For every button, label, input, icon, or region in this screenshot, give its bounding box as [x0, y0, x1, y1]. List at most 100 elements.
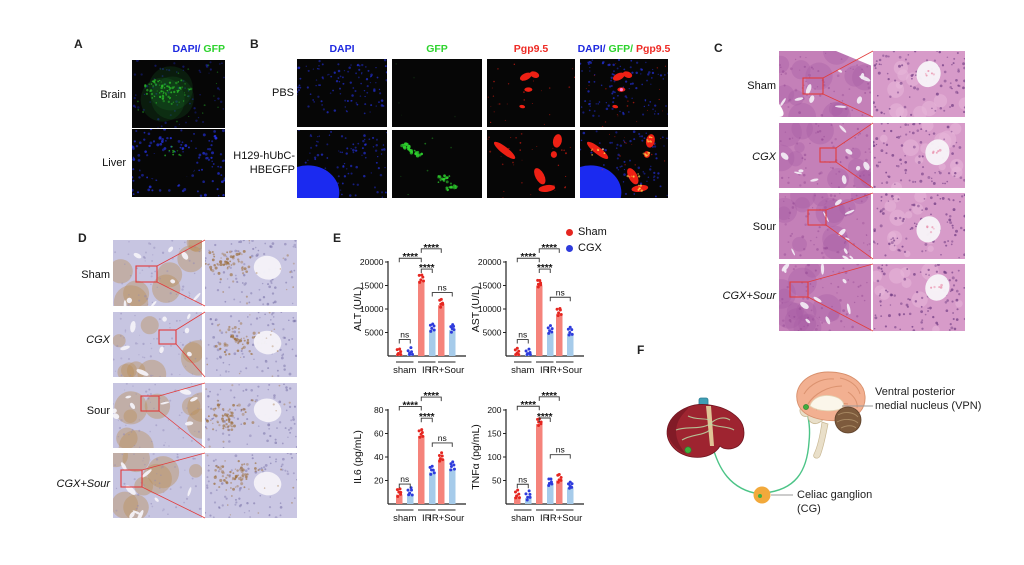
- panel-b-pbs-mergePBS-image: [580, 59, 668, 127]
- panel-b-row-pbs: PBS: [271, 87, 294, 99]
- panel-d-row-sham: Sham: [81, 269, 110, 281]
- svg-text:20: 20: [374, 476, 384, 486]
- svg-text:IR+Sour: IR+Sour: [429, 365, 464, 376]
- merge-dapi: DAPI/: [577, 43, 606, 55]
- panel-c-zoom-image-3: [873, 264, 965, 331]
- panel-c-zoom-image-1: [873, 123, 965, 188]
- panel-b-h129-dapiH129-image: [297, 130, 387, 198]
- svg-text:ns: ns: [518, 474, 527, 484]
- panel-b-pbs-dapiPBS-image: [297, 59, 387, 127]
- panel-d-overview-image-1: [113, 312, 202, 377]
- panel-b-row-h129-line1: H129-hUbC-: [233, 150, 295, 162]
- panel-c-row-sham: Sham: [747, 80, 776, 92]
- svg-text:50: 50: [492, 476, 502, 486]
- chart-svg: 5000 10000 15000 20000 AST (U/L) sham IRIR+Sou…: [470, 243, 584, 376]
- svg-text:****: ****: [541, 391, 557, 402]
- vpn-line2: medial nucleus (VPN): [875, 400, 982, 412]
- svg-text:ns: ns: [556, 287, 565, 297]
- panel-d-label: D: [78, 231, 87, 245]
- panel-a-row-liver: Liver: [102, 157, 126, 169]
- svg-text:IR: IR: [540, 513, 550, 524]
- brain-illustration: [796, 371, 866, 459]
- panel-b-header-dapi: DAPI: [329, 43, 355, 55]
- svg-text:ns: ns: [400, 474, 409, 484]
- panel-d-row-cgxsour: CGX+Sour: [56, 478, 111, 490]
- panel-b-h129-pgpH129-image: [487, 130, 575, 198]
- svg-text:ns: ns: [438, 283, 447, 293]
- svg-text:IR: IR: [540, 365, 550, 376]
- panel-b-pbs-gfpEmpty-image: [392, 59, 482, 127]
- svg-text:****: ****: [419, 263, 435, 274]
- svg-text:****: ****: [402, 252, 418, 263]
- svg-text:IR: IR: [422, 513, 432, 524]
- panel-a-header: DAPI/ GFP: [132, 43, 225, 55]
- cg-line2: (CG): [797, 503, 821, 515]
- svg-text:ALT (U/L): ALT (U/L): [352, 287, 364, 332]
- liver-illustration: [666, 397, 745, 458]
- svg-text:IR+Sour: IR+Sour: [429, 513, 464, 524]
- svg-text:sham: sham: [393, 365, 416, 376]
- merge-gfp: GFP/: [605, 43, 634, 55]
- svg-text:****: ****: [402, 400, 418, 411]
- panel-d-row-cgx: CGX: [86, 334, 110, 346]
- svg-text:40: 40: [374, 452, 384, 462]
- panel-d-zoom-image-3: [205, 453, 297, 518]
- svg-text:5000: 5000: [483, 328, 502, 338]
- vpn-line1: Ventral posterior: [875, 386, 956, 398]
- panel-b-header-merge: DAPI/ GFP/ Pgp9.5: [572, 43, 676, 55]
- panel-d-zoom-image-1: [205, 312, 297, 377]
- cg-annotation: Celiac ganglion (CG): [797, 488, 872, 516]
- svg-text:150: 150: [487, 429, 501, 439]
- svg-text:****: ****: [419, 412, 435, 423]
- chart-svg: 5000 10000 15000 20000 ALT (U/L) sham IRIR+Sou…: [352, 243, 466, 376]
- panel-a-row-brain: Brain: [100, 89, 126, 101]
- panel-b-row-h129-line2: HBEGFP: [249, 164, 295, 176]
- panel-d-zoom-image-0: [205, 240, 297, 306]
- svg-text:5000: 5000: [365, 328, 384, 338]
- panel-f-label: F: [637, 343, 645, 357]
- panel-c-overview-image-0: [779, 51, 871, 117]
- panel-c-row-sour: Sour: [752, 221, 776, 233]
- panel-b-header-gfp: GFP: [426, 43, 448, 55]
- svg-text:10000: 10000: [360, 304, 384, 314]
- panel-f-illustration: [666, 371, 873, 504]
- svg-text:****: ****: [537, 263, 553, 274]
- chart-alt: 5000 10000 15000 20000 ALT (U/L) sham IR IR+Sou…: [352, 240, 484, 386]
- legend-dot-sham: [566, 228, 573, 236]
- svg-text:sham: sham: [393, 513, 416, 524]
- svg-text:200: 200: [487, 405, 501, 415]
- svg-text:IL6 (pg/mL): IL6 (pg/mL): [352, 430, 364, 484]
- svg-text:15000: 15000: [478, 281, 502, 291]
- legend-label-sham: Sham: [578, 226, 607, 238]
- cg-line1: Celiac ganglion: [797, 489, 873, 501]
- svg-text:80: 80: [374, 405, 384, 415]
- svg-text:AST (U/L): AST (U/L): [470, 286, 482, 332]
- panel-c-overview-image-3: [779, 264, 871, 331]
- nerve-path-liver-cg: [711, 443, 761, 495]
- svg-text:20000: 20000: [360, 257, 384, 267]
- chart-ast: 5000 10000 15000 20000 AST (U/L) sham IR IR+Sou…: [470, 240, 602, 386]
- panel-c-row-cgx: CGX: [752, 151, 776, 163]
- panel-c-overview-image-1: [779, 123, 871, 188]
- panel-d-overview-image-0: [113, 240, 202, 306]
- legend-dot-cgx: [566, 244, 573, 252]
- chart-legend: Sham CGX: [566, 226, 607, 258]
- panel-e-label: E: [333, 231, 342, 245]
- panel-b-pbs-pgpPBS-image: [487, 59, 575, 127]
- panel-c-zoom-image-2: [873, 193, 965, 259]
- panel-b-h129-mergeH129-image: [580, 130, 668, 198]
- svg-text:sham: sham: [511, 365, 534, 376]
- svg-text:ns: ns: [400, 330, 409, 340]
- panel-a-brain-image: [132, 60, 225, 128]
- panel-b-label: B: [250, 37, 259, 51]
- legend-label-cgx: CGX: [578, 242, 602, 254]
- svg-text:IR: IR: [422, 365, 432, 376]
- svg-text:IR+Sour: IR+Sour: [547, 365, 582, 376]
- svg-text:IR+Sour: IR+Sour: [547, 513, 582, 524]
- svg-text:sham: sham: [511, 513, 534, 524]
- panel-d-zoom-image-2: [205, 383, 297, 448]
- legend-item-sham: Sham: [566, 226, 607, 238]
- panel-c-overview-image-2: [779, 193, 871, 259]
